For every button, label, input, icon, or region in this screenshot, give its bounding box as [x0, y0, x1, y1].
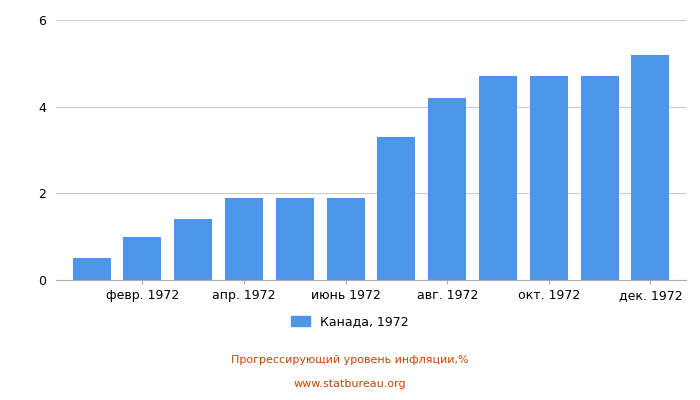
Bar: [530, 76, 568, 280]
Bar: [276, 198, 314, 280]
Bar: [174, 219, 212, 280]
Text: Прогрессирующий уровень инфляции,%: Прогрессирующий уровень инфляции,%: [231, 355, 469, 365]
Bar: [428, 98, 466, 280]
Text: www.statbureau.org: www.statbureau.org: [294, 379, 406, 389]
Bar: [73, 258, 111, 280]
Bar: [326, 198, 365, 280]
Bar: [479, 76, 517, 280]
Bar: [580, 76, 619, 280]
Bar: [225, 198, 263, 280]
Legend: Канада, 1972: Канада, 1972: [286, 310, 414, 333]
Bar: [631, 55, 669, 280]
Bar: [377, 137, 416, 280]
Bar: [123, 237, 162, 280]
